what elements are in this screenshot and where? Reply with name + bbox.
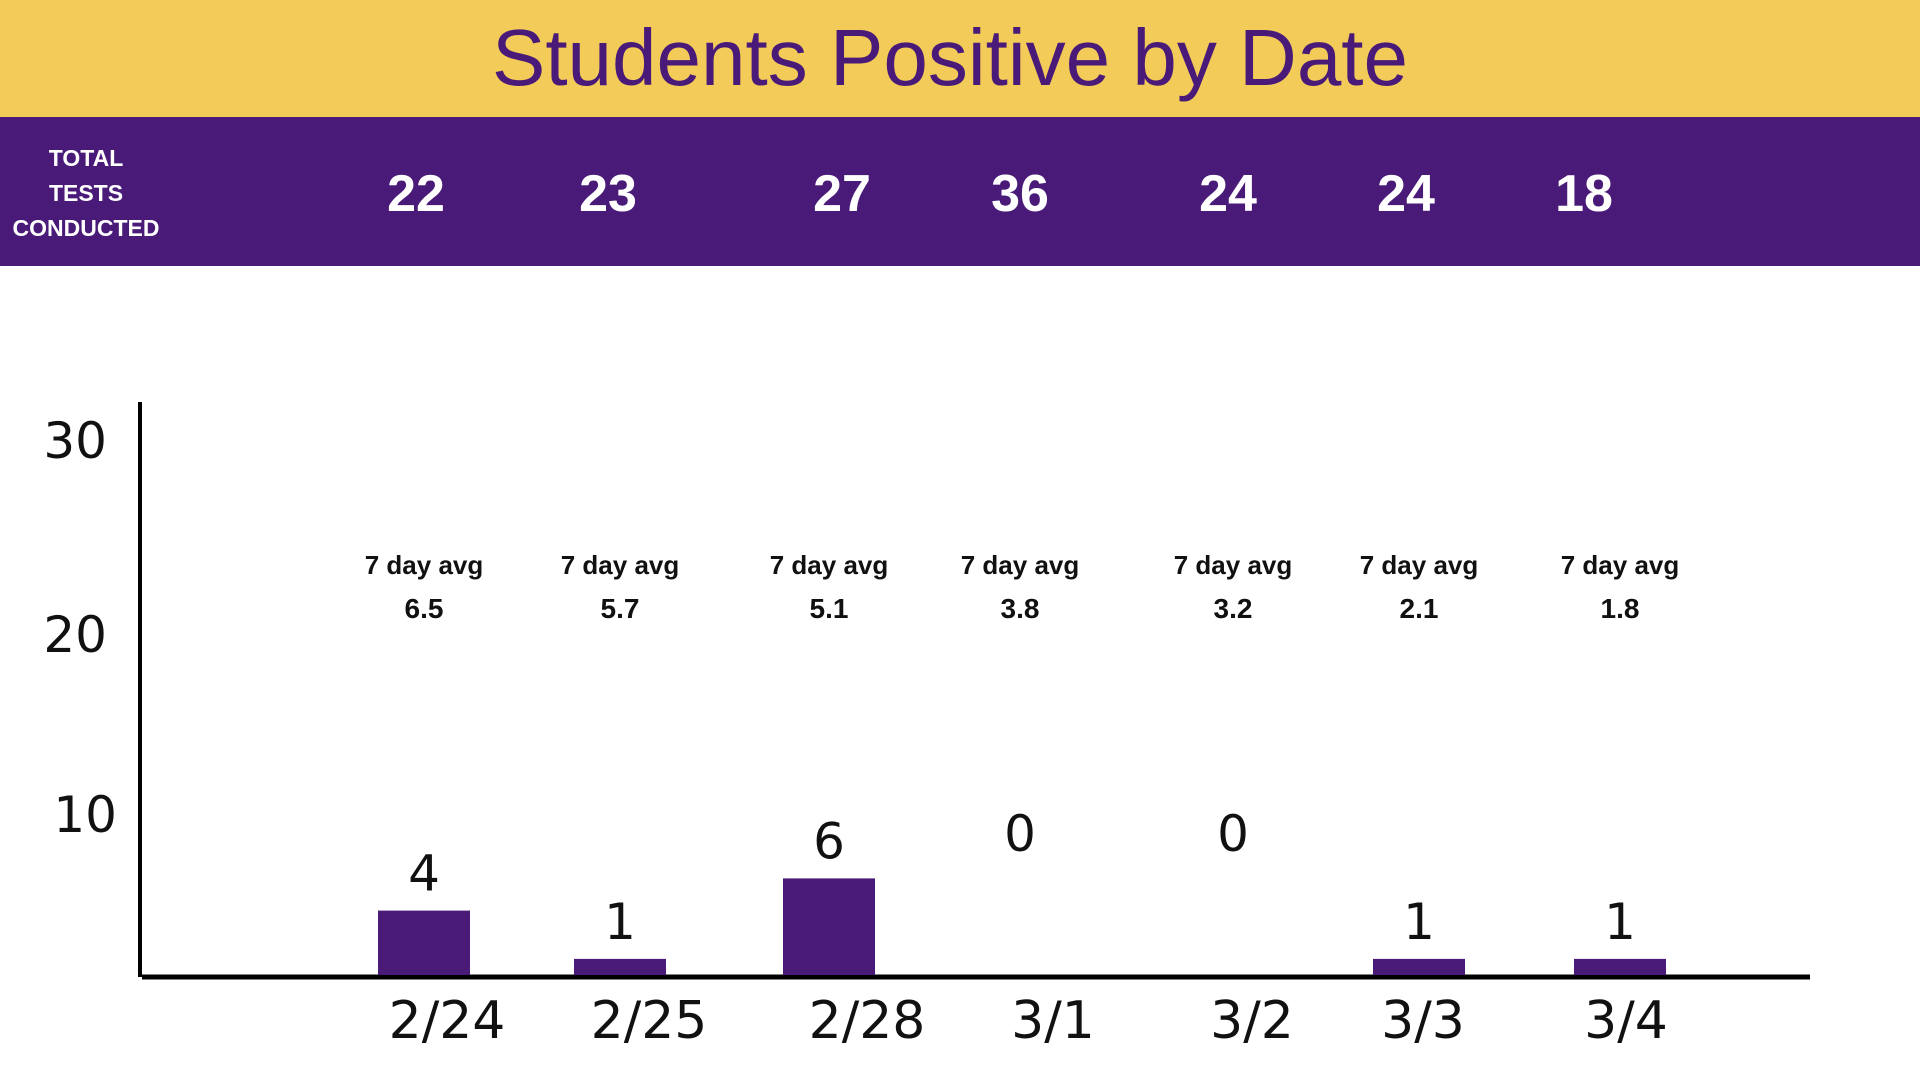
tests-label-line: CONDUCTED [12, 215, 160, 241]
total-tests-value: 24 [1377, 165, 1435, 223]
total-tests-value: 23 [579, 165, 637, 223]
avg-label: 7 day avg [1360, 550, 1479, 580]
avg-label: 7 day avg [561, 550, 680, 580]
avg-value: 3.8 [1001, 593, 1040, 624]
title-band [0, 0, 1920, 117]
chart-title: Students Positive by Date [491, 13, 1409, 102]
x-tick-label: 3/3 [1381, 991, 1465, 1051]
bar-value-label: 1 [1604, 893, 1636, 951]
avg-value: 1.8 [1601, 593, 1640, 624]
tests-label-line: TESTS [48, 180, 124, 206]
bar [1574, 958, 1666, 975]
avg-label: 7 day avg [1174, 550, 1293, 580]
avg-value: 2.1 [1400, 593, 1439, 624]
avg-label: 7 day avg [365, 550, 484, 580]
total-tests-label: TOTAL TESTS CONDUCTED [0, 141, 172, 246]
bar-value-label: 1 [604, 893, 636, 951]
total-tests-value: 36 [991, 165, 1049, 223]
bar-value-label: 0 [1217, 805, 1249, 863]
avg-value: 5.7 [601, 593, 640, 624]
y-tick-label: 30 [43, 412, 107, 470]
avg-label: 7 day avg [961, 550, 1080, 580]
avg-value: 5.1 [810, 593, 849, 624]
avg-label: 7 day avg [1561, 550, 1680, 580]
avg-value: 6.5 [405, 593, 444, 624]
total-tests-value: 22 [387, 165, 445, 223]
avg-value: 3.2 [1214, 593, 1253, 624]
total-tests-value: 24 [1199, 165, 1257, 223]
y-tick-label: 20 [43, 606, 107, 664]
bar [378, 910, 470, 975]
x-tick-label: 3/1 [1011, 991, 1095, 1051]
x-tick-label: 2/28 [809, 991, 926, 1051]
total-tests-value: 27 [813, 165, 871, 223]
x-tick-label: 3/4 [1584, 991, 1668, 1051]
tests-band [0, 117, 1920, 266]
total-tests-value: 18 [1555, 165, 1613, 223]
bar [1373, 958, 1465, 975]
bar-value-label: 6 [813, 812, 845, 870]
avg-label: 7 day avg [770, 550, 889, 580]
y-tick-label: 10 [53, 786, 117, 844]
bar-value-label: 1 [1403, 893, 1435, 951]
x-tick-label: 3/2 [1210, 991, 1294, 1051]
x-tick-label: 2/25 [591, 991, 708, 1051]
bar [574, 958, 666, 975]
tests-label-line: TOTAL [48, 145, 124, 171]
x-tick-label: 2/24 [389, 991, 506, 1051]
bar-value-label: 0 [1004, 805, 1036, 863]
bar-value-label: 4 [408, 845, 440, 903]
bar [783, 878, 875, 975]
